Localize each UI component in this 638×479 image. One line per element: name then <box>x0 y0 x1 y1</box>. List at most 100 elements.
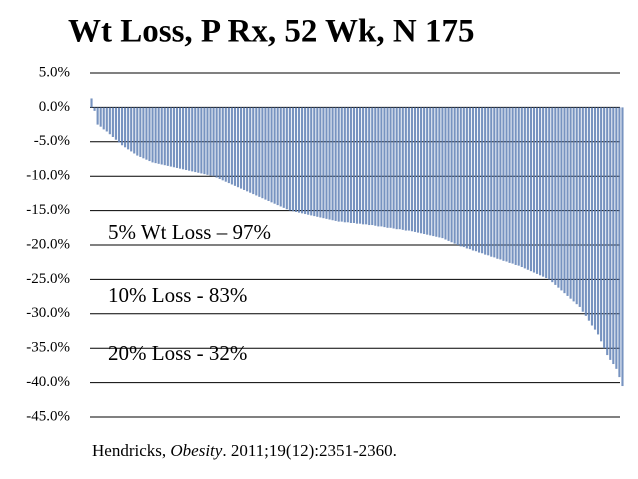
bar <box>221 107 224 181</box>
bar <box>493 107 496 258</box>
bar <box>362 107 365 225</box>
bar <box>252 107 255 195</box>
bar <box>130 107 133 152</box>
bar <box>575 107 578 305</box>
bar <box>301 107 304 214</box>
bar <box>447 107 450 241</box>
citation: Hendricks, Obesity. 2011;19(12):2351-236… <box>92 441 397 460</box>
bar <box>358 107 362 224</box>
annotation: 20% Loss - 32% <box>108 341 247 365</box>
bar <box>270 107 273 203</box>
bar <box>581 107 584 312</box>
bar <box>117 107 121 143</box>
bar <box>120 107 124 146</box>
bar <box>423 107 426 234</box>
bar <box>90 98 93 108</box>
bar <box>587 107 590 321</box>
bar <box>435 107 438 237</box>
bar <box>368 107 371 226</box>
bar <box>108 107 111 135</box>
bar <box>215 107 218 178</box>
bar <box>166 107 169 166</box>
bar <box>441 107 444 239</box>
bar <box>380 107 383 227</box>
bar <box>337 107 340 222</box>
bar <box>487 107 490 256</box>
bar <box>175 107 179 168</box>
bar <box>325 107 328 219</box>
bar <box>349 107 352 223</box>
bar <box>511 107 514 264</box>
annotation: 5% Wt Loss – 97% <box>108 220 271 244</box>
bar <box>307 107 310 215</box>
bar <box>542 107 545 277</box>
bar <box>606 107 609 356</box>
bar <box>508 107 511 263</box>
bar <box>102 107 105 130</box>
bar <box>413 107 417 232</box>
bar <box>304 107 307 215</box>
bar <box>294 107 298 212</box>
bar <box>288 107 291 211</box>
bar <box>185 107 188 171</box>
bar <box>230 107 233 185</box>
annotation: 10% Loss - 83% <box>108 283 247 307</box>
citation-part: Hendricks, <box>92 441 170 460</box>
bar <box>444 107 447 240</box>
bar <box>169 107 172 167</box>
bar <box>450 107 453 243</box>
bar <box>426 107 429 235</box>
bar <box>572 107 575 302</box>
bar <box>343 107 346 223</box>
bar <box>557 107 560 288</box>
bar <box>551 107 554 283</box>
bar <box>188 107 191 171</box>
bar <box>520 107 523 268</box>
bar <box>310 107 313 216</box>
bar <box>194 107 197 173</box>
bar <box>410 107 413 232</box>
bar <box>197 107 200 173</box>
bar <box>529 107 532 272</box>
bar <box>255 107 258 196</box>
bar <box>267 107 270 201</box>
bar <box>578 107 581 307</box>
y-tick-label: -25.0% <box>26 271 70 287</box>
bar <box>471 107 475 251</box>
bar <box>127 107 130 150</box>
bar <box>590 107 594 326</box>
bar <box>157 107 160 164</box>
bar <box>371 107 374 226</box>
bar <box>133 107 136 154</box>
bar <box>465 107 468 249</box>
bar <box>563 107 566 294</box>
bar <box>111 107 114 137</box>
bar <box>560 107 563 291</box>
bar <box>145 107 148 160</box>
bar <box>499 107 502 260</box>
y-tick-label: -10.0% <box>26 168 70 184</box>
bar <box>621 107 624 387</box>
bar <box>596 107 600 335</box>
bar <box>505 107 508 262</box>
bar <box>401 107 404 230</box>
y-tick-label: -5.0% <box>34 133 70 149</box>
bar <box>258 107 261 197</box>
bar <box>420 107 423 234</box>
bar <box>355 107 359 224</box>
y-tick-label: -20.0% <box>26 236 70 252</box>
bar <box>200 107 203 174</box>
bar <box>212 107 215 177</box>
bar <box>395 107 398 230</box>
bar <box>297 107 301 213</box>
citation-part: Obesity <box>170 441 222 460</box>
bar <box>374 107 377 226</box>
bar <box>523 107 526 269</box>
y-tick-label: -40.0% <box>26 374 70 390</box>
bar <box>459 107 462 247</box>
bar <box>114 107 118 140</box>
chart-title: Wt Loss, P Rx, 52 Wk, N 175 <box>68 14 474 50</box>
y-tick-label: -15.0% <box>26 202 70 218</box>
bar <box>209 107 212 176</box>
